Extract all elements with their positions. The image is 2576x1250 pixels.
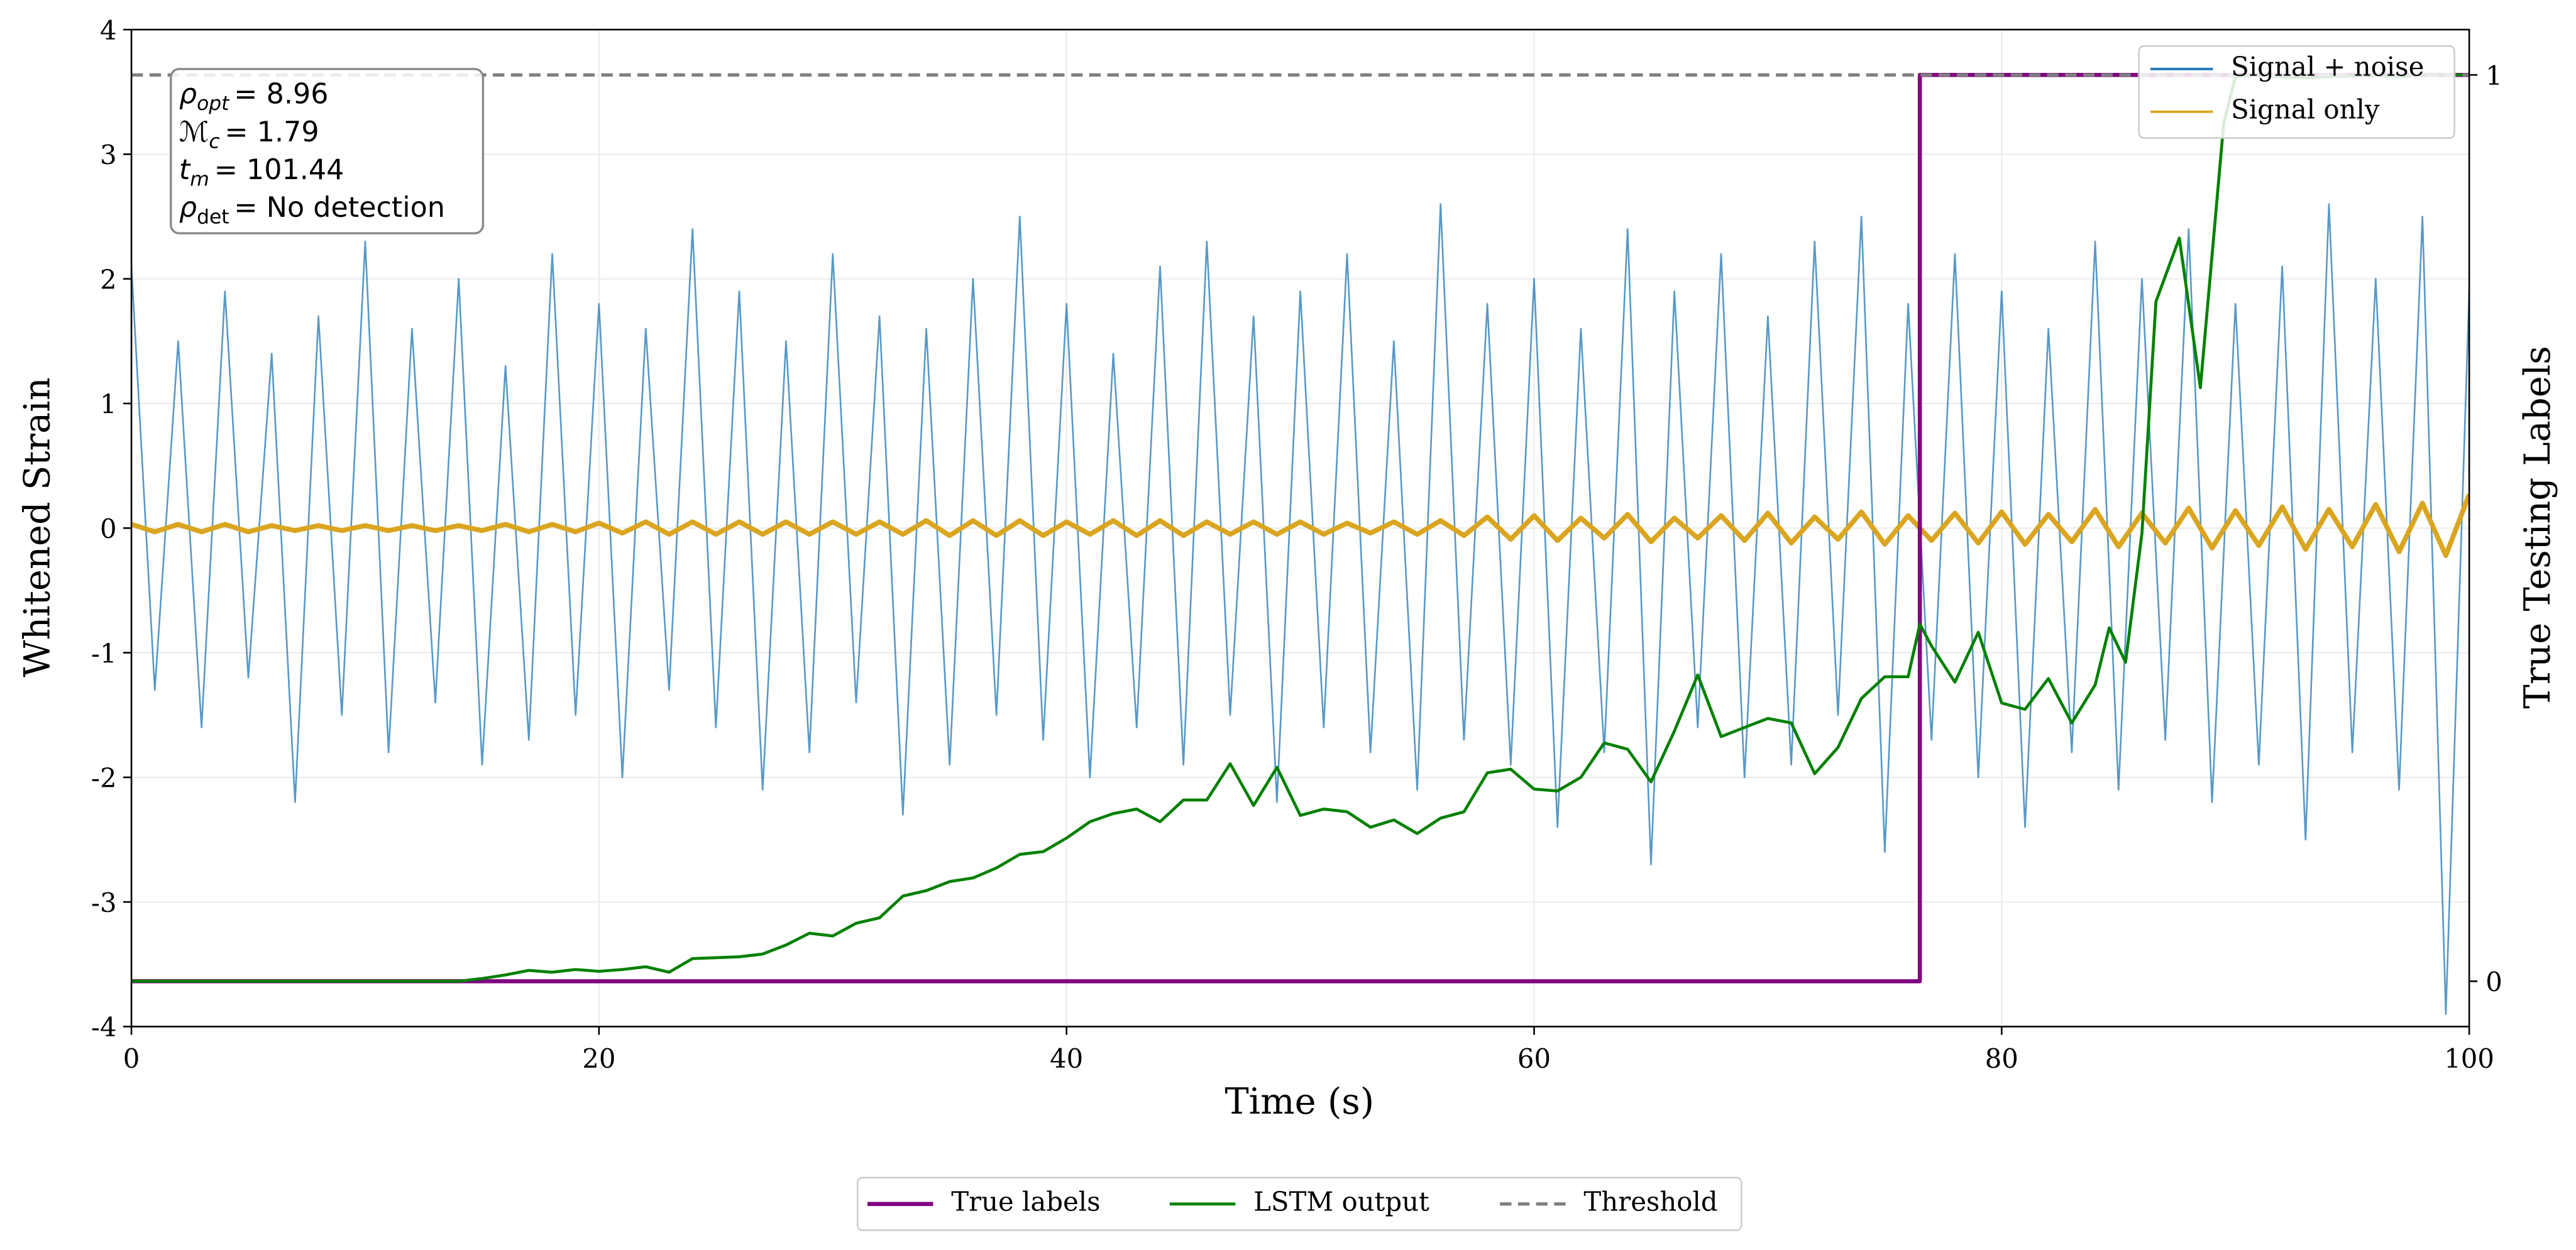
y-tick-label: 3 [100,140,117,170]
annotation-symbol: ρ [179,192,197,224]
annotation-symbol: ℳ [179,116,209,148]
y-axis-label: Whitened Strain [16,377,58,677]
annotation-symbol: t [179,154,191,186]
y-tick-label: 1 [100,389,117,420]
x-tick-label: 80 [1985,1043,2018,1074]
y-tick-label: 2 [100,264,117,295]
annotation-symbol: ρ [179,79,197,111]
annotation: ρopt = 8.96 [179,79,329,115]
y2-tick-label: 1 [2485,60,2502,91]
annotation-subscript: opt [197,92,230,115]
annotation: ℳc = 1.79 [179,116,319,153]
legend-label: Signal only [2231,94,2380,124]
y-tick-label: -4 [91,1012,117,1043]
x-tick-label: 40 [1050,1043,1083,1074]
annotation-subscript: m [190,168,209,190]
series-line [131,493,2470,558]
series-line [131,73,2470,983]
x-axis-label: Time (s) [1225,1080,1374,1122]
annotation: tm = 101.44 [179,154,344,190]
y-tick-label: -2 [91,763,117,794]
annotation: ρdet = No detection [179,192,445,228]
x-tick-label: 60 [1517,1043,1551,1074]
y2-tick-label: 0 [2485,967,2502,997]
legend-label: Threshold [1583,1186,1717,1217]
annotation-box [170,68,485,234]
legend-label: Signal + noise [2231,51,2424,82]
y-tick-label: -3 [91,887,117,918]
y-tick-label: 4 [100,15,117,46]
annotation-value: = 1.79 [224,116,319,148]
annotation-subscript: c [209,130,219,153]
series-line [131,203,2470,1015]
legend-box [856,1176,1742,1231]
plot-frame [130,28,2470,1028]
y2-axis-label: True Testing Labels [2516,346,2558,708]
legend-box [2138,45,2455,139]
y-tick-label: -1 [91,638,117,669]
legend-label: True labels [951,1186,1100,1217]
x-tick-label: 100 [2444,1043,2494,1074]
annotation-value: = No detection [234,192,445,224]
annotation-value: = 8.96 [234,79,328,111]
y-tick-label: 0 [100,513,117,544]
x-tick-label: 20 [582,1043,615,1074]
annotation-value: = 101.44 [214,154,344,186]
legend-label: LSTM output [1253,1186,1429,1217]
annotation-subscript: det [197,206,229,228]
x-tick-label: 0 [123,1043,140,1074]
